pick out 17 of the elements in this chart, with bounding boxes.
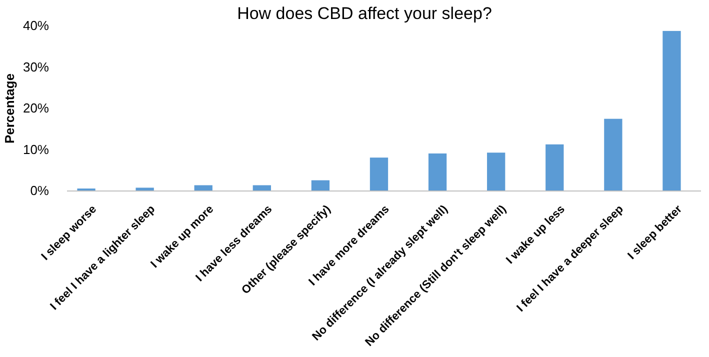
y-axis-title: Percentage — [2, 73, 17, 144]
y-tick-label: 40% — [22, 18, 50, 34]
bar — [662, 30, 681, 191]
bar — [194, 185, 212, 191]
bar — [136, 188, 154, 191]
y-tick-label: 0% — [30, 183, 50, 198]
bar — [311, 180, 330, 191]
bar — [546, 144, 564, 191]
bar — [487, 152, 506, 191]
y-tick-label: 20% — [22, 100, 50, 116]
bar — [252, 185, 271, 191]
bar — [428, 153, 447, 191]
y-tick-label: 30% — [22, 59, 50, 74]
bar — [370, 158, 388, 191]
chart-title: How does CBD affect your sleep? — [237, 4, 492, 23]
bar — [604, 118, 622, 191]
y-tick-label: 10% — [22, 142, 50, 157]
